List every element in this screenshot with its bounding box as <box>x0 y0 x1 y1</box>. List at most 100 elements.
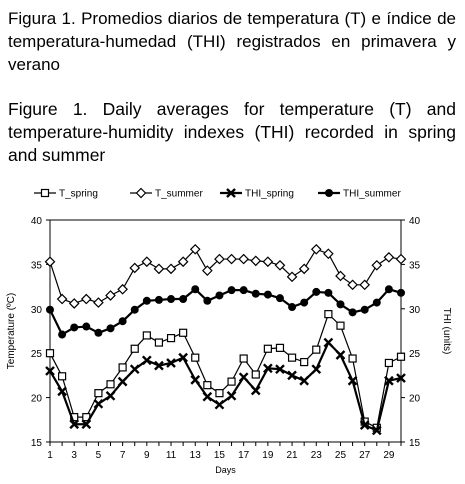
data-point <box>395 253 407 265</box>
data-point <box>153 263 165 275</box>
data-point <box>45 349 55 358</box>
marker-stroke <box>323 337 334 348</box>
marker-stroke <box>81 419 92 430</box>
legend-label: THI_summer <box>343 189 401 200</box>
data-point <box>141 355 152 366</box>
data-point <box>105 290 116 301</box>
x-axis-label: Days <box>215 465 236 475</box>
x-tick-label: 11 <box>166 450 177 461</box>
data-point <box>214 399 225 410</box>
data-point <box>203 381 212 390</box>
data-point <box>179 295 188 304</box>
data-point <box>94 389 103 398</box>
data-point <box>81 419 92 430</box>
data-point <box>359 420 370 430</box>
data-point <box>274 259 286 271</box>
data-point <box>323 337 334 348</box>
marker-stroke <box>141 355 152 366</box>
data-point <box>311 364 322 375</box>
data-point <box>288 303 297 312</box>
y-tick-label: 25 <box>31 349 43 360</box>
marker-stroke <box>396 373 406 383</box>
data-point <box>396 352 406 361</box>
data-point <box>46 305 54 314</box>
data-point <box>238 253 250 265</box>
marker-stroke <box>154 360 164 371</box>
x-tick-label: 3 <box>71 450 77 461</box>
data-point <box>384 358 393 368</box>
data-point <box>298 263 310 275</box>
data-point <box>129 262 141 274</box>
data-point <box>167 295 176 304</box>
data-point <box>70 323 79 332</box>
data-point <box>286 271 298 283</box>
series-line <box>49 248 402 305</box>
data-point <box>384 285 393 294</box>
marker-stroke <box>93 398 104 409</box>
x-tick-label: 13 <box>190 450 202 461</box>
data-point <box>396 373 406 383</box>
marker-stroke <box>214 399 225 410</box>
data-point <box>371 259 383 271</box>
x-tick-label: 7 <box>120 450 126 461</box>
data-point <box>300 357 309 367</box>
marker-stroke <box>45 366 55 376</box>
legend-marker <box>40 188 50 198</box>
data-point <box>250 385 261 396</box>
legend-label: THI_spring <box>245 189 294 200</box>
marker-stroke <box>178 352 188 363</box>
data-point <box>287 353 297 362</box>
data-point <box>202 391 213 402</box>
y-right-tick-label: 30 <box>409 305 421 316</box>
series-t-spring <box>45 310 406 432</box>
legend-marker <box>226 188 236 198</box>
data-point <box>324 288 333 297</box>
legend-item: T_spring <box>34 189 98 200</box>
data-point <box>154 338 164 347</box>
data-point <box>56 293 68 305</box>
y-right-tick-label: 35 <box>409 260 421 271</box>
data-point <box>191 285 200 294</box>
data-point <box>384 375 394 386</box>
data-point <box>347 279 358 291</box>
data-point <box>250 255 262 267</box>
marker-stroke <box>250 385 261 396</box>
marker-stroke <box>129 364 140 375</box>
marker-stroke <box>359 420 370 430</box>
x-tick-label: 25 <box>335 450 347 461</box>
caption-english: Figure 1. Daily averages for temperature… <box>8 99 456 165</box>
data-point <box>275 364 285 375</box>
data-point <box>239 354 248 363</box>
marker-stroke <box>226 390 237 401</box>
y-tick-label: 30 <box>31 305 43 316</box>
marker-stroke <box>226 188 236 198</box>
y-tick-label: 40 <box>31 216 43 227</box>
data-point <box>287 370 297 381</box>
marker-stroke <box>117 376 128 387</box>
x-tick-label: 17 <box>238 450 250 461</box>
data-point <box>227 377 236 386</box>
marker-stroke <box>347 375 358 386</box>
data-point <box>58 330 67 339</box>
y-right-tick-label: 40 <box>409 216 421 227</box>
y-right-tick-label: 20 <box>409 394 421 405</box>
legend-item: THI_spring <box>220 188 294 200</box>
data-point <box>93 297 104 308</box>
data-point <box>300 298 309 307</box>
legend-marker <box>135 187 147 199</box>
data-point <box>177 256 189 268</box>
legend-label: T_summer <box>155 189 203 200</box>
data-point <box>68 298 80 309</box>
x-tick-label: 27 <box>359 450 371 461</box>
data-point <box>263 344 272 353</box>
data-point <box>80 293 92 305</box>
data-point <box>275 343 285 352</box>
data-point <box>215 389 224 398</box>
data-point <box>348 308 357 317</box>
y-tick-label: 35 <box>31 260 43 271</box>
chart-series <box>44 243 407 436</box>
marker-stroke <box>202 391 213 402</box>
plot-frame <box>49 219 402 443</box>
data-point <box>69 419 80 430</box>
data-point <box>336 300 345 309</box>
